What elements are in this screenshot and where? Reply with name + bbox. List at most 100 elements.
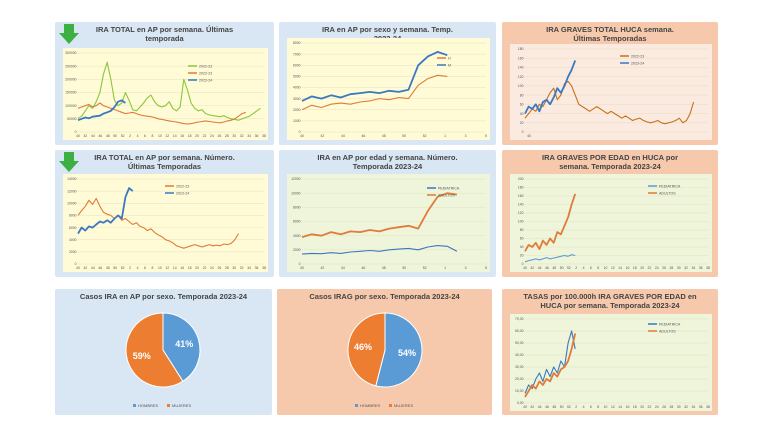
y-tick-label: 40 xyxy=(520,245,524,249)
y-tick-label: 80 xyxy=(520,228,524,232)
x-tick-label: 28 xyxy=(670,405,674,409)
x-tick-label: 1 xyxy=(444,134,446,138)
legend-label: 2022-23 xyxy=(199,64,212,68)
legend-label: ADULTOS xyxy=(659,329,676,333)
x-tick-label: 30 xyxy=(677,405,681,409)
panel-ira-graves-total: IRA GRAVES TOTAL HUCA semana. Últimas Te… xyxy=(502,22,718,145)
x-tick-label: 52 xyxy=(423,266,427,270)
x-tick-label: 22 xyxy=(648,405,652,409)
x-tick-label: 32 xyxy=(684,405,688,409)
y-tick-label: 4000 xyxy=(293,86,301,90)
y-tick-label: 0 xyxy=(299,262,301,266)
x-tick-label: 1 xyxy=(444,266,446,270)
x-tick-label: 4 xyxy=(583,405,585,409)
y-tick-label: 40,00 xyxy=(515,353,524,357)
x-tick-label: 14 xyxy=(173,134,177,138)
chart-svg: 0 20 40 60 80 100 120 140 160 180 40 2022-23 2023-24 xyxy=(518,47,708,138)
x-tick-label: 5 xyxy=(485,266,487,270)
x-tick-label: 52 xyxy=(423,134,427,138)
y-tick-label: 0 xyxy=(522,262,524,266)
y-tick-label: 6000 xyxy=(69,226,77,230)
x-tick-label: 26 xyxy=(662,405,666,409)
pie-percent-label: 54% xyxy=(398,348,416,358)
panel-title: IRA GRAVES TOTAL HUCA semana. Últimas Te… xyxy=(546,25,674,43)
y-tick-label: 140 xyxy=(518,203,524,207)
x-tick-label: 16 xyxy=(180,266,184,270)
chart-plot-area: 0,00 10,00 20,00 30,00 40,00 50,00 60,00 70,00 4… xyxy=(510,314,712,411)
y-tick-label: 10000 xyxy=(291,191,301,195)
y-tick-label: 100 xyxy=(518,220,524,224)
x-tick-label: 34 xyxy=(691,405,695,409)
y-tick-label: 150000 xyxy=(65,91,76,95)
y-tick-label: 20 xyxy=(520,254,524,258)
x-tick-label: 48 xyxy=(552,405,556,409)
legend-swatch xyxy=(167,404,170,407)
series-line xyxy=(77,197,239,249)
y-tick-label: 40 xyxy=(520,112,524,116)
x-tick-label: 6 xyxy=(144,266,146,270)
x-tick-label: 44 xyxy=(538,405,542,409)
x-tick-label: 28 xyxy=(225,134,229,138)
x-tick-label: 20 xyxy=(640,405,644,409)
x-tick-label: 18 xyxy=(188,134,192,138)
x-tick-label: 52 xyxy=(567,405,571,409)
y-tick-label: 100000 xyxy=(65,104,76,108)
x-tick-label: 16 xyxy=(626,405,630,409)
x-tick-label: 20 xyxy=(195,266,199,270)
y-tick-label: 14000 xyxy=(67,177,77,181)
x-tick-label: 42 xyxy=(530,405,534,409)
x-tick-label: 42 xyxy=(321,266,325,270)
y-tick-label: 8000 xyxy=(69,214,77,218)
x-tick-label: 8 xyxy=(151,134,153,138)
x-tick-label: 50 xyxy=(402,266,406,270)
x-tick-label: 52 xyxy=(121,266,125,270)
x-tick-label: 42 xyxy=(84,134,88,138)
y-tick-label: 120 xyxy=(518,211,524,215)
y-tick-label: 50000 xyxy=(67,117,77,121)
y-tick-label: 8000 xyxy=(293,206,301,210)
x-tick-label: 10 xyxy=(158,266,162,270)
x-tick-label: 46 xyxy=(545,266,549,270)
y-tick-label: 10000 xyxy=(67,201,77,205)
x-tick-label: 46 xyxy=(545,405,549,409)
y-tick-label: 3000 xyxy=(293,97,301,101)
x-tick-label: 38 xyxy=(262,134,266,138)
y-tick-label: 20,00 xyxy=(515,377,524,381)
series-line xyxy=(77,102,246,125)
y-tick-label: 10,00 xyxy=(515,389,524,393)
x-tick-label: 48 xyxy=(106,266,110,270)
y-tick-label: 60,00 xyxy=(515,329,524,333)
x-tick-label: 14 xyxy=(618,405,622,409)
x-tick-label: 36 xyxy=(255,134,259,138)
x-tick-label: 6 xyxy=(590,405,592,409)
y-tick-label: 120 xyxy=(518,75,524,79)
x-tick-label: 22 xyxy=(203,266,207,270)
x-tick-label: 42 xyxy=(84,266,88,270)
y-tick-label: 60 xyxy=(520,237,524,241)
x-tick-label: 4 xyxy=(583,266,585,270)
x-tick-label: 32 xyxy=(240,266,244,270)
y-tick-label: 30,00 xyxy=(515,365,524,369)
x-tick-label: 24 xyxy=(210,266,214,270)
x-tick-label: 24 xyxy=(210,134,214,138)
x-tick-label: 36 xyxy=(699,266,703,270)
y-tick-label: 0 xyxy=(299,130,301,134)
legend-label: PEDIATRICA xyxy=(438,186,460,190)
x-tick-label: 48 xyxy=(106,134,110,138)
x-tick-label: 36 xyxy=(255,266,259,270)
y-tick-label: 160 xyxy=(518,194,524,198)
pie-slice xyxy=(375,312,423,388)
legend-swatch xyxy=(133,404,136,407)
pie-chart: 54% 46% HOMBRES MUJERES xyxy=(347,312,423,408)
x-tick-label: 46 xyxy=(361,134,365,138)
x-tick-label: 26 xyxy=(662,266,666,270)
x-tick-label: 16 xyxy=(180,134,184,138)
legend-label: HOMBRES xyxy=(360,403,381,408)
panel-title: Casos IRA en AP por sexo. Temporada 2023… xyxy=(79,292,248,301)
x-tick-label: 4 xyxy=(137,134,139,138)
x-tick-label: 48 xyxy=(382,134,386,138)
panel-title: Casos IRAG por sexo. Temporada 2023-24 xyxy=(309,292,460,301)
legend-swatch xyxy=(389,404,392,407)
y-tick-label: 200 xyxy=(518,177,524,181)
x-tick-label: 34 xyxy=(691,266,695,270)
